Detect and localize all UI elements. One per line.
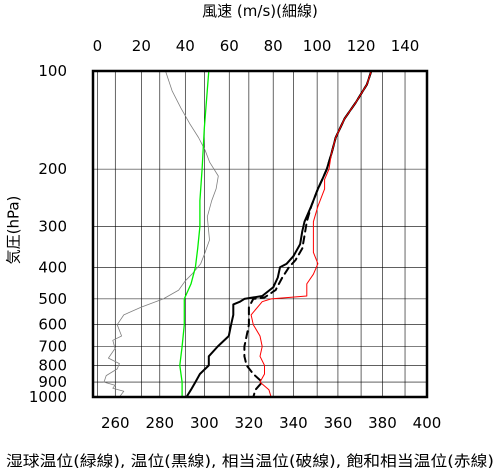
top-axis-title: 風速 (m/s)(細線)	[202, 2, 318, 20]
bottom-axis-title: 湿球温位(緑線), 温位(黒線), 相当温位(破線), 飽和相当温位(赤線)	[6, 452, 494, 470]
y-tick-label: 700	[38, 338, 67, 356]
x-bottom-tick-label: 380	[368, 414, 397, 432]
x-top-tick-label: 80	[264, 37, 283, 55]
y-tick-label: 1000	[29, 388, 67, 406]
x-top-tick-label: 40	[176, 37, 195, 55]
y-tick-label: 900	[38, 373, 67, 391]
y-tick-label: 600	[38, 316, 67, 334]
y-tick-label: 400	[38, 258, 67, 276]
x-top-tick-label: 20	[132, 37, 151, 55]
x-top-tick-label: 140	[391, 37, 420, 55]
series-line-saturated-equivalent-potential-temperature	[250, 70, 372, 398]
series-line-wind	[103, 70, 219, 398]
x-bottom-tick-label: 260	[101, 414, 130, 432]
x-top-tick-label: 120	[347, 37, 376, 55]
series-group	[103, 70, 373, 398]
tick-labels: 260 280 300 320 340 360 380 400 0 20 40 60 80 100 120 1…	[29, 37, 442, 432]
series-line-equivalent-potential-temperature	[243, 70, 373, 398]
y-axis-title: 気圧(hPa)	[5, 196, 23, 265]
y-tick-label: 500	[38, 290, 67, 308]
y-tick-label: 100	[38, 62, 67, 80]
series-line-wet-bulb-potential-temperature	[179, 70, 210, 398]
y-tick-label: 800	[38, 356, 67, 374]
x-bottom-tick-label: 400	[413, 414, 442, 432]
x-bottom-tick-label: 280	[145, 414, 174, 432]
x-bottom-tick-label: 320	[235, 414, 264, 432]
x-top-tick-label: 60	[220, 37, 239, 55]
y-tick-label: 300	[38, 218, 67, 236]
grid	[93, 70, 428, 398]
x-bottom-tick-label: 340	[279, 414, 308, 432]
y-tick-label: 200	[38, 160, 67, 178]
x-bottom-tick-label: 360	[324, 414, 353, 432]
x-top-tick-label: 100	[303, 37, 332, 55]
x-top-tick-label: 0	[93, 37, 103, 55]
x-bottom-tick-label: 300	[190, 414, 219, 432]
plot-frame	[91, 69, 429, 399]
